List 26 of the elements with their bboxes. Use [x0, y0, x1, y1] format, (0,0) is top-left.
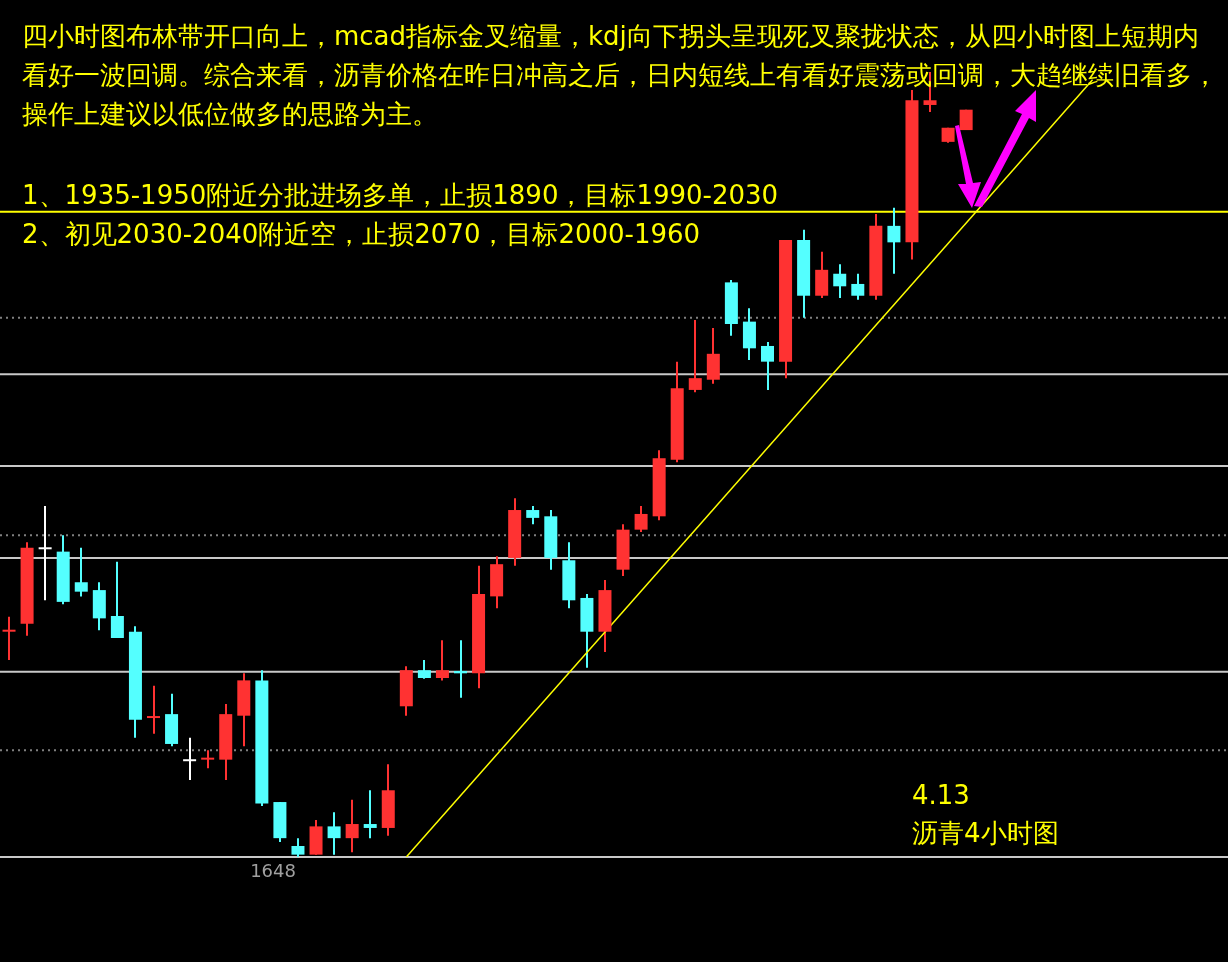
- candlestick: [110, 560, 124, 639]
- candlestick: [851, 272, 865, 301]
- candlestick: [2, 615, 16, 661]
- candlestick: [634, 505, 648, 534]
- annotation: 4.13: [912, 779, 970, 812]
- candlestick: [363, 789, 377, 840]
- candlestick: [38, 505, 52, 602]
- annotation: 1、1935-1950附近分批进场多单，止损1890，目标1990-2030: [22, 179, 779, 212]
- candlestick: [345, 798, 359, 854]
- annotation: 四小时图布林带开口向上，mcad指标金叉缩量，kdj向下拐头呈现死叉聚拢状态，从四小时图上短期内看好一波回调。综合来看，沥青价格在昨日冲高之后，日内短线上有看好震荡或回调，大趋继续旧看多，操作上建议以低位做多的思路为主。: [22, 20, 1219, 131]
- candlestick: [435, 639, 449, 682]
- candlestick: [833, 263, 847, 300]
- candlestick: [147, 684, 160, 735]
- candlestick: [526, 505, 540, 526]
- candlestick: [201, 749, 215, 770]
- candlestick: [183, 736, 197, 782]
- candlestick: [761, 341, 774, 391]
- candlestick: [887, 206, 901, 275]
- annotation: 2、初见2030-2040附近空，止损2070，目标2000-1960: [22, 218, 701, 251]
- annotation: 沥青4小时图: [912, 817, 1059, 850]
- candlestick: [327, 811, 341, 856]
- candlestick: [688, 319, 702, 394]
- candlestick: [291, 837, 305, 858]
- candlestick: [74, 546, 88, 598]
- candlestick: [417, 658, 431, 680]
- annotation: 1648: [250, 859, 296, 881]
